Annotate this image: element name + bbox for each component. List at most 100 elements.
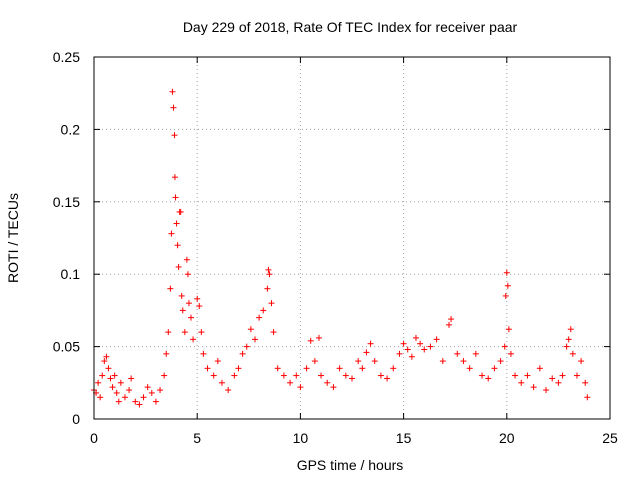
data-point — [342, 372, 349, 379]
data-point — [251, 336, 258, 343]
y-tick-labels: 0 0.05 0.1 0.15 0.2 0.25 — [53, 49, 80, 427]
plot-frame — [93, 56, 611, 420]
data-point — [400, 340, 407, 347]
data-point — [264, 285, 271, 292]
data-point — [157, 387, 164, 394]
data-point — [95, 379, 102, 386]
data-point — [384, 375, 391, 382]
data-point — [287, 379, 294, 386]
x-axis-title: GPS time / hours — [297, 457, 404, 473]
y-tick-label: 0 — [72, 411, 80, 427]
data-point — [524, 372, 531, 379]
data-point — [433, 336, 440, 343]
data-point — [324, 379, 331, 386]
data-point — [218, 379, 225, 386]
data-point — [479, 372, 486, 379]
data-point — [239, 350, 246, 357]
data-point — [214, 358, 221, 365]
data-point — [184, 271, 191, 278]
data-point — [231, 372, 238, 379]
data-point — [210, 372, 217, 379]
data-point — [543, 387, 550, 394]
data-point — [265, 266, 272, 273]
data-point — [225, 387, 232, 394]
data-point — [103, 353, 110, 360]
data-point — [448, 316, 455, 323]
data-point — [555, 379, 562, 386]
data-point — [111, 372, 118, 379]
data-point — [136, 401, 143, 408]
y-tick-label: 0.2 — [61, 121, 81, 137]
data-point — [390, 365, 397, 372]
data-point — [307, 337, 314, 344]
data-point — [113, 389, 120, 396]
data-point — [363, 349, 370, 356]
data-point — [567, 326, 574, 333]
data-point — [101, 358, 108, 365]
data-point — [501, 343, 508, 350]
data-point — [318, 372, 325, 379]
data-point — [148, 389, 155, 396]
data-point — [99, 372, 106, 379]
data-point — [171, 174, 178, 181]
data-point — [179, 307, 186, 314]
data-points — [91, 88, 591, 408]
data-point — [502, 292, 509, 299]
data-point — [185, 300, 192, 307]
data-point — [336, 365, 343, 372]
data-point — [109, 384, 116, 391]
data-point — [367, 340, 374, 347]
data-point — [412, 334, 419, 341]
data-point — [235, 365, 242, 372]
data-point — [565, 336, 572, 343]
x-tick-label: 15 — [396, 430, 412, 446]
data-point — [549, 375, 556, 382]
data-point — [260, 307, 267, 314]
data-point — [536, 365, 543, 372]
data-point — [518, 379, 525, 386]
x-tick-label: 5 — [193, 430, 201, 446]
x-tick-label: 20 — [499, 430, 515, 446]
data-point — [573, 372, 580, 379]
data-point — [563, 343, 570, 350]
data-point — [183, 256, 190, 263]
data-point — [181, 329, 188, 336]
data-point — [194, 295, 201, 302]
x-tick-label: 10 — [293, 430, 309, 446]
data-point — [427, 343, 434, 350]
data-point — [165, 329, 172, 336]
data-point — [404, 346, 411, 353]
data-point — [188, 314, 195, 321]
data-point — [466, 365, 473, 372]
data-point — [569, 350, 576, 357]
x-tick-label: 25 — [602, 430, 618, 446]
data-point — [507, 350, 514, 357]
data-point — [163, 350, 170, 357]
data-point — [132, 398, 139, 405]
data-point — [578, 358, 585, 365]
data-point — [172, 194, 179, 201]
data-point — [144, 384, 151, 391]
data-point — [107, 375, 114, 382]
data-point — [582, 379, 589, 386]
data-point — [266, 271, 273, 278]
data-point — [198, 329, 205, 336]
data-point — [175, 263, 182, 270]
data-point — [274, 365, 281, 372]
data-point — [485, 375, 492, 382]
y-tick-label: 0.1 — [61, 266, 81, 282]
data-point — [268, 300, 275, 307]
data-point — [247, 326, 254, 333]
data-point — [417, 340, 424, 347]
y-axis-title: ROTI / TECUs — [5, 193, 21, 283]
data-point — [140, 394, 147, 401]
data-point — [196, 303, 203, 310]
data-point — [256, 314, 263, 321]
data-point — [446, 321, 453, 328]
data-point — [559, 372, 566, 379]
data-point — [421, 346, 428, 353]
data-point — [174, 242, 181, 249]
data-point — [491, 365, 498, 372]
data-point — [377, 372, 384, 379]
data-point — [161, 372, 168, 379]
